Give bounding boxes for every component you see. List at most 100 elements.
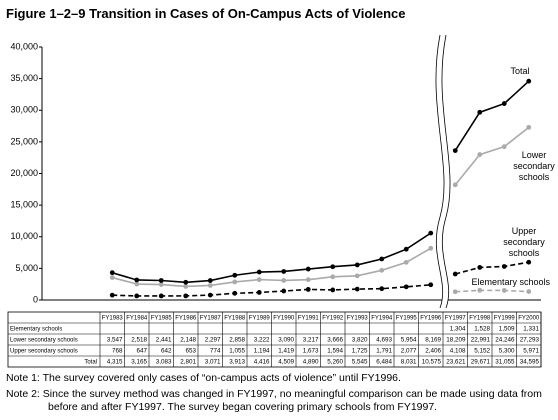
marker: [330, 287, 336, 293]
marker: [183, 279, 189, 285]
table-cell: 3,083: [156, 359, 172, 366]
y-tick-label: 20,000: [10, 168, 38, 178]
marker: [428, 245, 434, 251]
table-cell: 2,858: [229, 337, 245, 344]
table-cell: 1,791: [376, 348, 392, 355]
y-tick-label: 10,000: [10, 231, 38, 241]
marker: [354, 273, 360, 279]
table-cell: 1,673: [303, 348, 319, 355]
series-line: [112, 283, 431, 297]
series-line: [455, 261, 529, 275]
table-cell: 5,260: [327, 359, 343, 366]
row-header: Total: [84, 360, 97, 366]
y-tick-label: 15,000: [10, 200, 38, 210]
marker: [501, 144, 507, 150]
marker: [354, 262, 360, 268]
marker: [256, 269, 262, 275]
y-tick-label: 30,000: [10, 105, 38, 115]
table-cell: 3,820: [352, 337, 368, 344]
column-header: FY1993: [347, 316, 369, 322]
marker: [526, 259, 532, 265]
series-label: Upper secondary schools: [503, 226, 545, 258]
table-cell: 647: [136, 348, 147, 355]
marker: [109, 275, 115, 280]
series-line: [455, 289, 529, 293]
series-label: Total: [510, 66, 530, 76]
marker: [526, 78, 532, 84]
marker: [526, 289, 532, 294]
marker: [183, 284, 189, 289]
table-cell: 1,725: [352, 348, 368, 355]
table-cell: 5,545: [352, 359, 368, 366]
series-label: Lower secondary schools: [513, 150, 555, 182]
marker: [305, 266, 311, 272]
marker: [134, 281, 140, 287]
table-cell: 3,666: [327, 337, 343, 344]
table-cell: 31,055: [495, 359, 515, 366]
column-header: FY1992: [322, 316, 344, 322]
table-cell: 4,108: [450, 348, 466, 355]
table-cell: 6,484: [376, 359, 392, 366]
marker: [281, 278, 287, 283]
marker: [158, 278, 164, 283]
table-cell: 2,077: [401, 348, 417, 355]
table-cell: 1,509: [499, 326, 515, 333]
row-header: Lower secondary schools: [10, 338, 78, 344]
table-cell: 768: [112, 348, 123, 355]
table-cell: 10,575: [422, 359, 442, 366]
column-header: FY1986: [175, 316, 197, 322]
series-line: [112, 232, 432, 284]
y-tick-label: 40,000: [10, 41, 38, 51]
axis-break: [441, 34, 451, 309]
table-cell: 5,971: [523, 348, 539, 355]
column-header: FY1998: [469, 316, 491, 322]
marker: [158, 293, 164, 299]
marker: [526, 124, 532, 130]
marker: [501, 288, 507, 293]
table-cell: 1,055: [229, 348, 245, 355]
column-header: FY1995: [396, 316, 418, 322]
marker: [281, 288, 287, 294]
table-cell: 1,594: [327, 348, 343, 355]
marker: [207, 292, 213, 298]
table-cell: 4,693: [376, 337, 392, 344]
marker: [501, 264, 507, 269]
table-cell: 774: [210, 348, 221, 355]
table-cell: 23,621: [446, 359, 466, 366]
series-line: [454, 80, 530, 152]
marker: [452, 148, 458, 153]
marker: [207, 278, 213, 283]
marker: [403, 259, 409, 265]
marker: [477, 287, 483, 293]
marker: [256, 277, 262, 283]
column-header: FY1987: [200, 316, 222, 322]
marker: [477, 109, 483, 115]
marker: [330, 264, 336, 270]
y-tick-label: 25,000: [10, 136, 38, 146]
table-cell: 5,954: [401, 337, 417, 344]
table-cell: 8,169: [425, 337, 441, 344]
table-cell: 2,801: [180, 359, 196, 366]
marker: [452, 271, 458, 277]
table-cell: 3,071: [205, 359, 221, 366]
note: Note 2: Since the survey method was chan…: [6, 388, 542, 413]
marker: [379, 267, 385, 273]
marker: [232, 279, 238, 285]
column-header: FY2000: [518, 316, 540, 322]
table-cell: 24,246: [495, 337, 515, 344]
table-cell: 1,194: [254, 348, 270, 355]
table-cell: 3,222: [254, 337, 270, 344]
row-header: Upper secondary schools: [10, 349, 78, 355]
marker: [354, 286, 360, 292]
series-label: Elementary schools: [471, 277, 550, 287]
table-cell: 5,300: [499, 348, 515, 355]
column-header: FY1991: [298, 316, 320, 322]
table-cell: 34,595: [520, 359, 540, 366]
table-cell: 4,890: [303, 359, 319, 366]
table-cell: 2,148: [180, 337, 196, 344]
table-cell: 3,090: [278, 337, 294, 344]
table-cell: 1,304: [450, 326, 466, 333]
chart-title: Figure 1–2–9 Transition in Cases of On-C…: [6, 6, 406, 21]
marker: [305, 287, 311, 292]
